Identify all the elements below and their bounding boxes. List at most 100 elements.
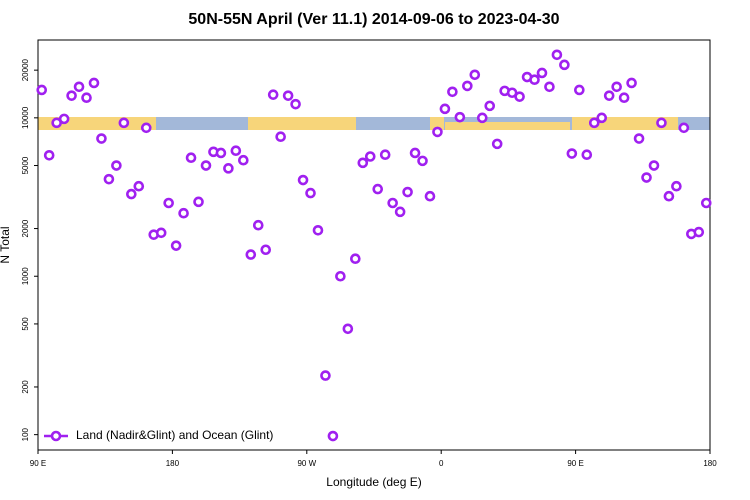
data-point (267, 89, 279, 100)
data-point (215, 147, 227, 159)
data-point (36, 84, 48, 96)
data-point (342, 323, 354, 335)
data-point (133, 180, 145, 192)
x-tick-label: 180 (166, 459, 180, 468)
data-point (648, 160, 660, 171)
data-point (663, 190, 675, 202)
data-point (641, 172, 652, 183)
data-point (476, 112, 488, 124)
chart-title: 50N-55N April (Ver 11.1) 2014-09-06 to 2… (188, 11, 559, 28)
data-point (551, 49, 563, 61)
data-point (447, 86, 458, 98)
data-point (350, 253, 361, 265)
data-point (379, 149, 391, 161)
data-point (81, 92, 92, 104)
data-point (58, 113, 70, 125)
data-point (327, 430, 339, 442)
data-point (312, 224, 324, 236)
y-tick-label: 20000 (21, 58, 30, 81)
y-tick-label: 200 (21, 380, 30, 394)
x-tick-label: 90 E (567, 459, 583, 468)
data-point (43, 150, 55, 161)
data-point (596, 112, 608, 124)
data-point (118, 117, 130, 129)
legend-label: Land (Nadir&Glint) and Ocean (Glint) (76, 428, 273, 442)
data-point (200, 160, 212, 171)
data-point (484, 100, 496, 112)
data-point (126, 188, 137, 200)
data-point (536, 67, 548, 79)
data-point (491, 138, 503, 150)
data-point (185, 152, 197, 164)
data-point (671, 180, 682, 192)
data-point (170, 240, 182, 251)
data-point (96, 133, 107, 144)
data-point (66, 90, 77, 101)
data-point (238, 154, 249, 166)
data-point (529, 74, 540, 86)
data-point (439, 103, 451, 115)
data-point (372, 183, 384, 195)
x-tick-label: 90 E (30, 459, 46, 468)
data-point (454, 111, 466, 123)
plot-frame (37, 39, 711, 451)
data-point (469, 69, 481, 81)
x-tick-label: 0 (439, 459, 444, 468)
data-point (574, 84, 585, 96)
data-point (462, 80, 473, 92)
data-point (603, 90, 615, 101)
data-point (394, 206, 406, 218)
data-point (335, 270, 346, 282)
land-strip (445, 122, 570, 130)
data-point (275, 131, 286, 143)
data-point (223, 163, 234, 174)
data-point (155, 227, 167, 239)
data-point (193, 196, 204, 208)
data-point (544, 81, 555, 93)
x-tick-label: 180 (703, 459, 717, 468)
data-point (424, 190, 436, 202)
land-strip (430, 117, 444, 130)
data-point (581, 149, 593, 161)
data-point (409, 147, 421, 159)
data-point (700, 197, 712, 209)
legend-marker (50, 430, 62, 442)
x-axis-label: Longitude (deg E) (326, 475, 421, 489)
data-point (417, 155, 428, 167)
data-point (88, 77, 100, 89)
data-point (73, 81, 85, 93)
data-point (364, 151, 376, 162)
data-point (357, 157, 369, 169)
data-point (320, 370, 331, 381)
data-point (305, 187, 316, 199)
y-tick-label: 5000 (21, 156, 30, 174)
data-point (656, 117, 667, 129)
y-tick-label: 1000 (21, 267, 30, 285)
data-point (402, 186, 413, 198)
map-strip (38, 117, 710, 130)
data-point (432, 126, 443, 138)
land-strip (248, 117, 356, 130)
y-tick-label: 2000 (21, 219, 30, 237)
data-point (693, 226, 705, 238)
y-tick-label: 10000 (21, 106, 30, 129)
data-point (252, 219, 264, 231)
data-point (103, 173, 115, 185)
data-point (559, 59, 570, 71)
data-point (514, 91, 525, 102)
data-point (387, 197, 398, 209)
data-point (140, 122, 152, 134)
data-point (245, 249, 257, 260)
data-point (566, 148, 578, 159)
data-point (111, 160, 122, 171)
data-point (163, 197, 174, 209)
y-axis-label: N Total (0, 226, 12, 263)
data-point (260, 244, 272, 256)
data-point (178, 207, 189, 219)
data-point (230, 145, 242, 157)
data-point (678, 122, 690, 134)
data-point (626, 77, 637, 89)
